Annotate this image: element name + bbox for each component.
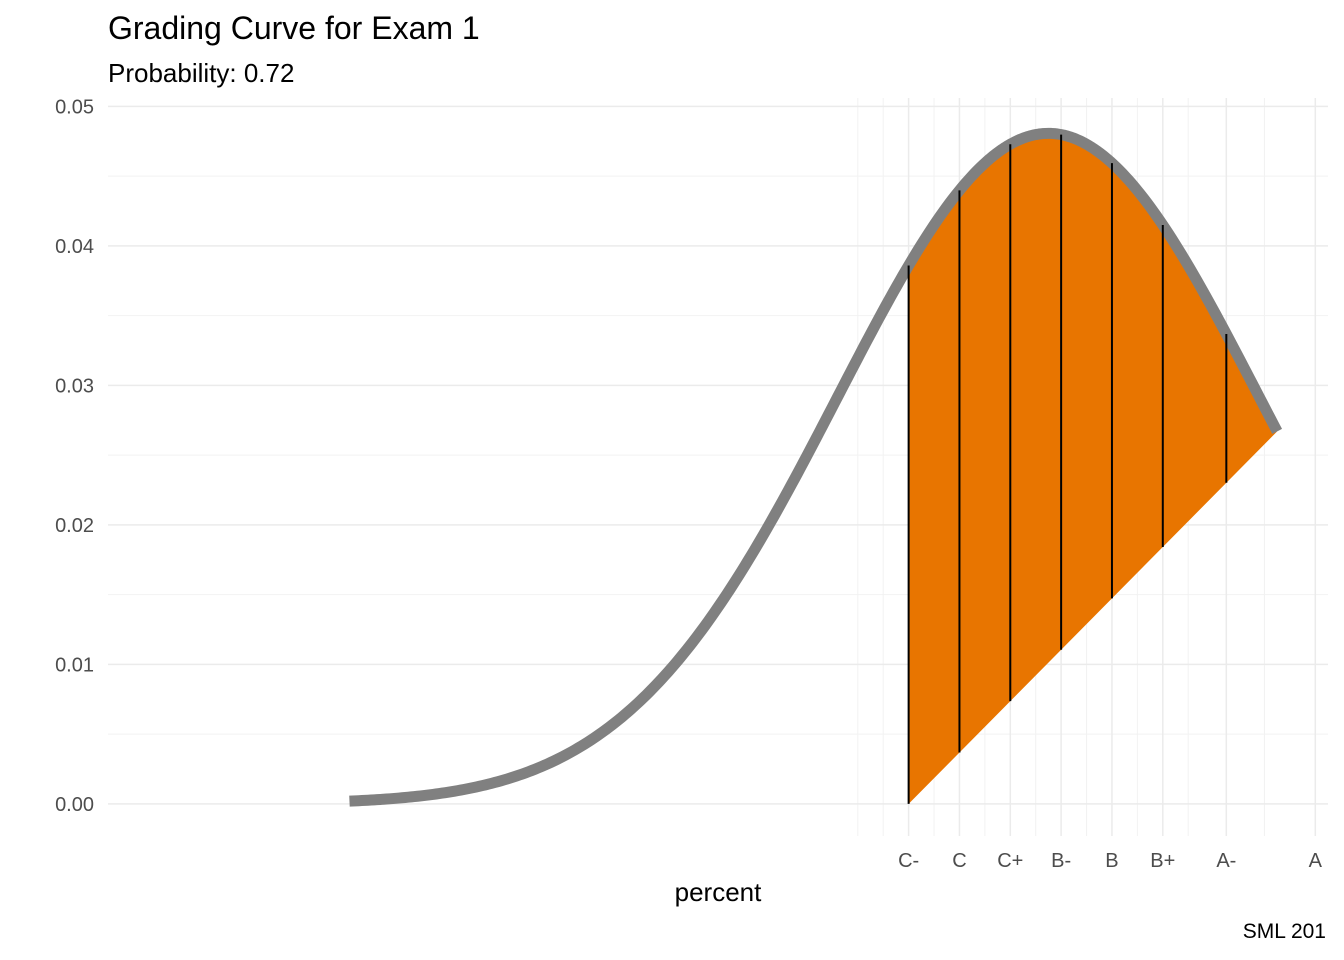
- x-axis-label: percent: [675, 877, 762, 907]
- x-tick-label: B: [1105, 850, 1118, 872]
- chart-subtitle: Probability: 0.72: [108, 58, 295, 88]
- x-tick-label: C-: [898, 850, 919, 872]
- y-axis-ticks: 0.00 0.01 0.02 0.03 0.04 0.05: [55, 96, 94, 816]
- x-tick-label: C: [952, 850, 966, 872]
- chart-caption: SML 201: [1242, 920, 1326, 943]
- x-axis-ticks: C- C C+ B- B B+ A- A: [898, 850, 1323, 872]
- y-tick-label: 0.04: [55, 236, 94, 258]
- shaded-probability-area: [908, 133, 1278, 804]
- x-tick-label: A-: [1216, 850, 1236, 872]
- x-tick-label: A: [1309, 850, 1323, 872]
- y-tick-label: 0.03: [55, 375, 94, 397]
- y-tick-label: 0.01: [55, 654, 94, 676]
- density-curve-line: [347, 127, 1283, 807]
- x-tick-label: C+: [997, 850, 1023, 872]
- grade-lines-layer: [907, 134, 1228, 804]
- y-tick-label: 0.00: [55, 794, 94, 816]
- x-tick-label: B+: [1150, 850, 1175, 872]
- y-tick-label: 0.02: [55, 515, 94, 537]
- x-tick-label: B-: [1051, 850, 1071, 872]
- density-curve-layer: [347, 127, 1283, 807]
- chart-title: Grading Curve for Exam 1: [108, 10, 480, 46]
- y-tick-label: 0.05: [55, 96, 94, 118]
- shaded-area-layer: [908, 133, 1278, 804]
